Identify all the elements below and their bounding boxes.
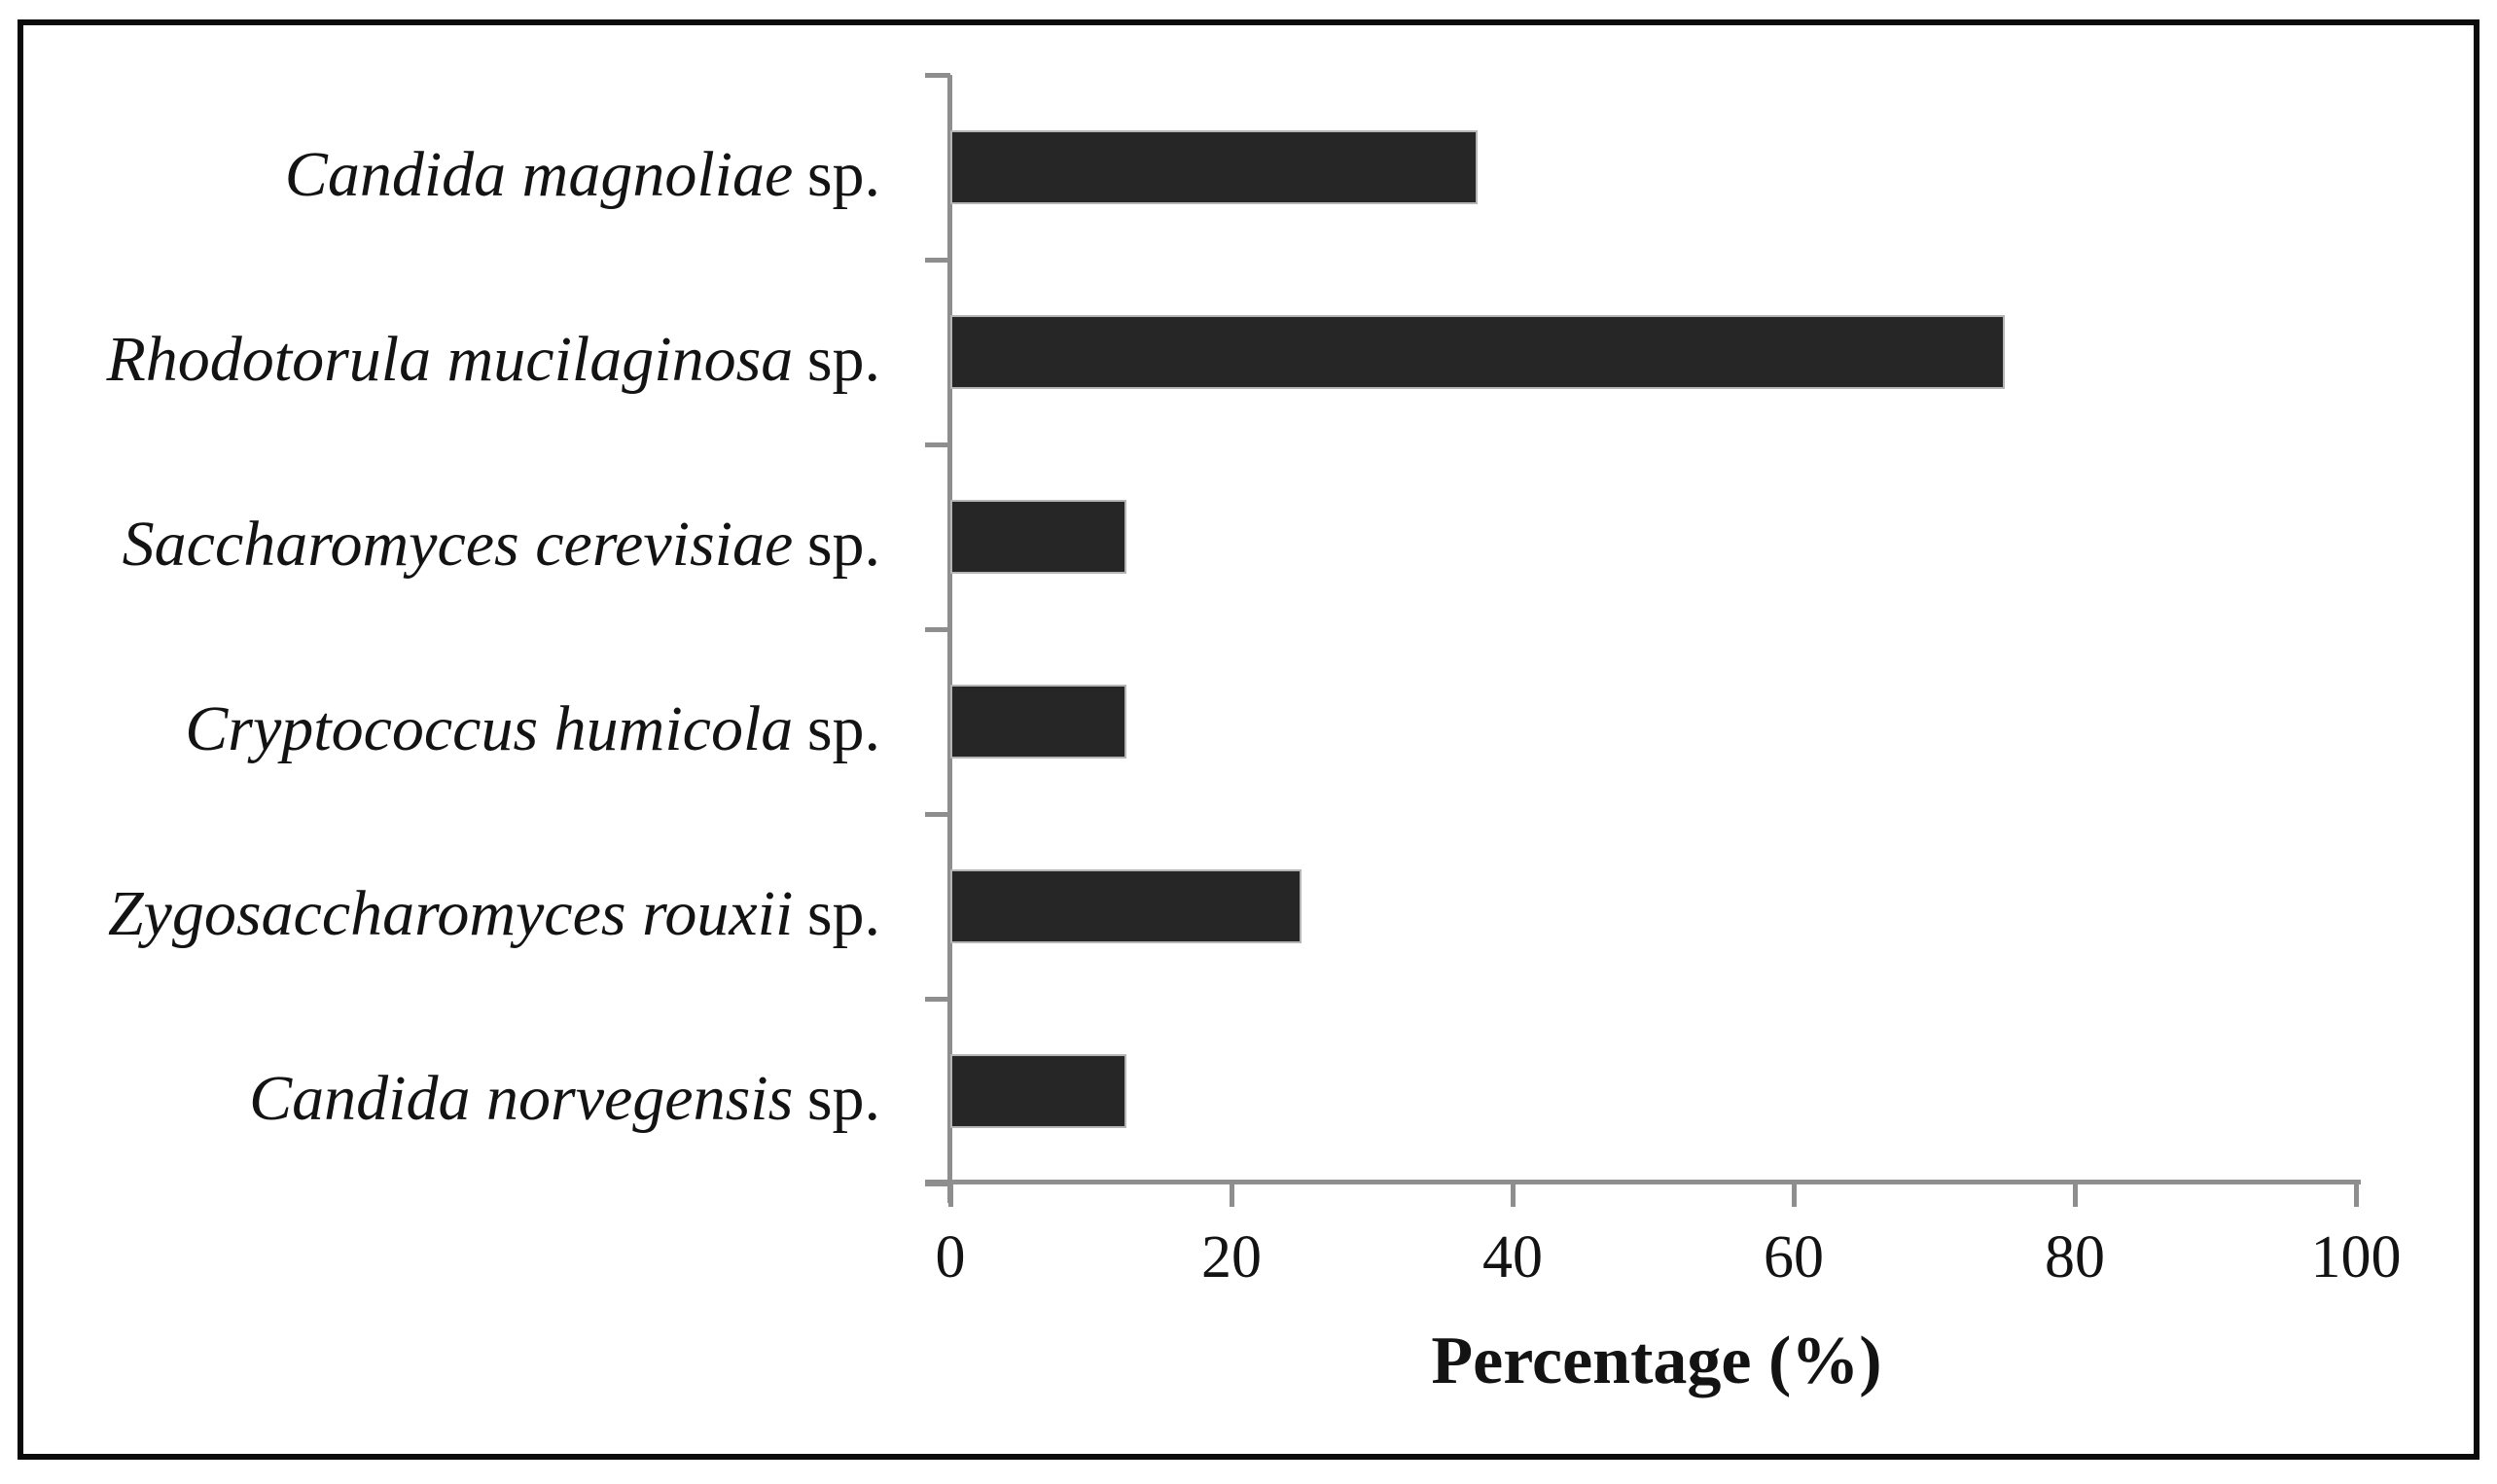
species-name: Candida magnoliae: [284, 139, 794, 210]
x-tick-label: 40: [1482, 1224, 1543, 1290]
y-tick-mark: [925, 1182, 950, 1186]
y-tick-mark: [925, 73, 950, 78]
y-tick-mark: [925, 812, 950, 817]
species-name: Saccharomyces cerevisiae: [122, 509, 794, 580]
x-tick-mark: [1230, 1180, 1234, 1207]
category-label: Rhodotorula mucilaginosa sp.: [0, 316, 880, 404]
x-tick-label: 0: [935, 1224, 966, 1290]
category-label: Zygosaccharomyces rouxii sp.: [0, 870, 880, 958]
x-tick-mark: [2354, 1180, 2359, 1207]
x-axis-title: Percentage (%): [1431, 1324, 1882, 1398]
x-tick-mark: [948, 1180, 953, 1207]
y-axis-line: [947, 75, 952, 1203]
figure-border: [18, 19, 2479, 1460]
bar: [950, 869, 1302, 943]
species-suffix: sp.: [806, 1063, 880, 1134]
species-suffix: sp.: [806, 878, 880, 949]
bar: [950, 1054, 1126, 1128]
x-tick-label: 60: [1764, 1224, 1824, 1290]
y-tick-mark: [925, 442, 950, 447]
y-tick-mark: [925, 997, 950, 1002]
category-label: Candida norvegensis sp.: [0, 1055, 880, 1143]
y-tick-mark: [925, 627, 950, 632]
y-tick-mark: [925, 258, 950, 263]
species-name: Cryptococcus humicola: [185, 693, 794, 764]
species-name: Zygosaccharomyces rouxii: [107, 878, 794, 949]
bar: [950, 130, 1478, 204]
species-suffix: sp.: [806, 139, 880, 210]
species-name: Candida norvegensis: [249, 1063, 794, 1134]
x-tick-mark: [1511, 1180, 1516, 1207]
species-suffix: sp.: [806, 693, 880, 764]
species-name: Rhodotorula mucilaginosa: [106, 324, 794, 395]
x-axis-line: [925, 1180, 2361, 1184]
bar: [950, 685, 1126, 759]
bar: [950, 500, 1126, 574]
x-tick-mark: [2073, 1180, 2078, 1207]
category-label: Saccharomyces cerevisiae sp.: [0, 501, 880, 588]
x-tick-label: 80: [2045, 1224, 2105, 1290]
x-tick-label: 20: [1201, 1224, 1262, 1290]
x-tick-label: 100: [2310, 1224, 2402, 1290]
category-label: Cryptococcus humicola sp.: [0, 686, 880, 773]
bar: [950, 315, 2005, 389]
category-label: Candida magnoliae sp.: [0, 131, 880, 219]
species-suffix: sp.: [806, 509, 880, 580]
species-suffix: sp.: [806, 324, 880, 395]
x-tick-mark: [1792, 1180, 1797, 1207]
